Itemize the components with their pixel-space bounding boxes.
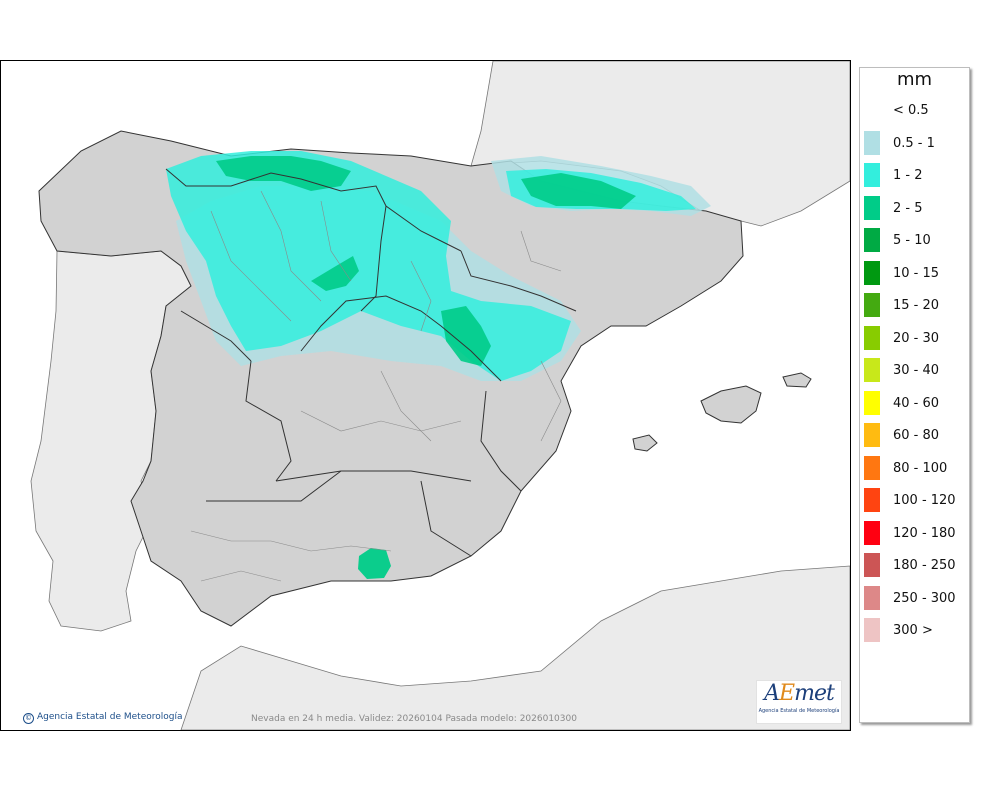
legend-item: 10 - 15	[864, 260, 968, 285]
legend-item: 2 - 5	[864, 195, 968, 220]
legend-swatch	[864, 195, 880, 220]
legend-label: 80 - 100	[893, 460, 948, 476]
legend-label: 10 - 15	[893, 265, 940, 281]
legend-label: < 0.5	[893, 103, 929, 118]
legend-item: 60 - 80	[864, 423, 968, 447]
legend-label: 40 - 60	[893, 395, 940, 411]
legend-label: 300 >	[893, 623, 933, 638]
ibiza-island	[632, 434, 658, 452]
legend-label: 2 - 5	[893, 200, 923, 216]
snow-area-2-5-cantabrian	[216, 156, 351, 191]
legend-label: 120 - 180	[893, 525, 956, 541]
snow-area-2-5-pyrenees	[521, 173, 636, 209]
legend-swatch	[864, 455, 880, 480]
copyright-text: Agencia Estatal de Meteorología	[37, 712, 183, 722]
legend-swatch	[864, 98, 880, 122]
legend-item: 0.5 - 1	[864, 130, 968, 155]
legend-item: 5 - 10	[864, 228, 968, 252]
snow-area-2-5-central	[311, 256, 359, 291]
legend-item: 100 - 120	[864, 488, 968, 512]
legend-swatch	[864, 260, 880, 285]
map-caption: Nevada en 24 h media. Validez: 20260104 …	[251, 714, 577, 724]
menorca-island	[782, 372, 812, 388]
legend-swatch	[864, 618, 880, 642]
map-panel: © Agencia Estatal de Meteorología Nevada …	[0, 60, 851, 731]
legend-swatch	[864, 520, 880, 545]
legend-swatch	[864, 553, 880, 577]
legend-item: 20 - 30	[864, 325, 968, 350]
legend-swatch	[864, 130, 880, 155]
province-borders	[190, 190, 562, 582]
legend-swatch	[864, 228, 880, 252]
legend-label: 5 - 10	[893, 233, 931, 248]
legend-item: 40 - 60	[864, 390, 968, 415]
legend-label: 0.5 - 1	[893, 135, 935, 151]
precipitation-map	[30, 61, 850, 730]
legend-label: 15 - 20	[893, 298, 940, 313]
logo-mark: AEmet	[764, 681, 835, 706]
snow-area-2-5-iberian	[441, 306, 491, 366]
legend-swatch	[864, 358, 880, 382]
legend-label: 250 - 300	[893, 590, 956, 606]
legend-swatch	[864, 163, 880, 187]
legend-title: mm	[896, 69, 933, 90]
legend-label: 100 - 120	[893, 493, 956, 508]
legend-item: 250 - 300	[864, 585, 968, 610]
legend-item: 30 - 40	[864, 358, 968, 382]
legend-item: 15 - 20	[864, 293, 968, 317]
legend-swatch	[864, 390, 880, 415]
legend-swatch	[864, 325, 880, 350]
legend-item: 300 >	[864, 618, 968, 642]
regional-borders	[165, 168, 577, 557]
legend-item: 180 - 250	[864, 553, 968, 577]
legend-item: 1 - 2	[864, 163, 968, 187]
legend-swatch	[864, 423, 880, 447]
aemet-logo: AEmet Agencia Estatal de Meteorología	[756, 680, 842, 724]
legend-label: 20 - 30	[893, 330, 940, 346]
legend-label: 30 - 40	[893, 363, 940, 378]
legend-swatch	[864, 488, 880, 512]
logo-subtitle: Agencia Estatal de Meteorología	[758, 708, 840, 714]
mallorca-island	[700, 385, 762, 424]
copyright-notice: © Agencia Estatal de Meteorología	[23, 712, 183, 724]
legend-label: 1 - 2	[893, 168, 923, 183]
snow-area-2-5-sierra-nevada	[358, 548, 391, 579]
legend-panel: mm < 0.5 0.5 - 1 1 - 2 2 - 5 5 - 10 10 - 15 15…	[859, 67, 970, 723]
legend-item: 80 - 100	[864, 455, 968, 480]
legend-item: 120 - 180	[864, 520, 968, 545]
legend-label: 60 - 80	[893, 428, 940, 443]
north-africa-landmass	[180, 565, 850, 730]
copyright-icon: ©	[23, 713, 34, 724]
legend-label: 180 - 250	[893, 558, 956, 573]
legend-swatch	[864, 585, 880, 610]
legend-swatch	[864, 293, 880, 317]
legend-item: < 0.5	[864, 98, 968, 122]
